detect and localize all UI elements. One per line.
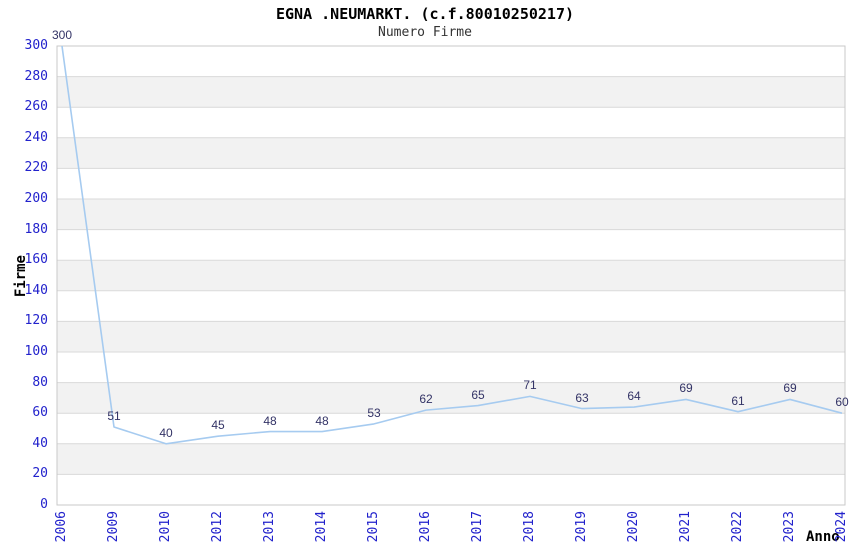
y-tick-label: 40 — [32, 435, 48, 451]
y-tick-label: 240 — [24, 129, 48, 145]
line-series — [61, 45, 843, 445]
y-tick-label: 0 — [40, 497, 48, 512]
x-axis-label: Anno — [806, 529, 840, 545]
x-tick-label: 2023 — [782, 511, 797, 543]
x-tick-label: 2022 — [730, 511, 745, 543]
y-tick-label: 120 — [24, 313, 48, 329]
x-tick-label: 2010 — [158, 511, 173, 543]
y-tick-label: 80 — [32, 374, 48, 390]
x-tick-label: 2018 — [522, 511, 537, 543]
x-tick-label: 2017 — [470, 511, 485, 543]
chart-subtitle: Numero Firme — [378, 25, 472, 40]
x-tick-label: 2014 — [314, 511, 329, 543]
data-label: 45 — [211, 418, 225, 433]
x-tick-label: 2012 — [210, 511, 225, 543]
y-tick-label: 220 — [24, 160, 48, 176]
x-tick-label: 2015 — [366, 511, 381, 543]
data-label: 48 — [315, 413, 329, 428]
data-label: 61 — [731, 393, 745, 408]
x-tick-label: 2021 — [678, 511, 693, 543]
y-tick-label: 100 — [24, 344, 48, 359]
data-label: 63 — [575, 390, 589, 405]
data-label: 64 — [627, 389, 641, 404]
y-tick-label: 200 — [24, 191, 48, 206]
data-label: 62 — [419, 392, 433, 407]
x-tick-label: 2016 — [418, 511, 433, 543]
x-tick-label: 2013 — [262, 511, 277, 543]
data-label: 60 — [835, 395, 849, 410]
data-label: 71 — [523, 378, 537, 393]
data-label: 69 — [783, 381, 797, 396]
y-tick-label: 160 — [24, 252, 48, 268]
x-tick-label: 2024 — [834, 511, 849, 543]
y-tick-label: 300 — [24, 38, 48, 53]
y-tick-label: 280 — [24, 68, 48, 84]
chart-title: EGNA .NEUMARKT. (c.f.80010250217) — [275, 5, 574, 23]
y-tick-label: 20 — [32, 466, 48, 482]
y-tick-label: 60 — [32, 405, 48, 421]
x-tick-label: 2019 — [574, 511, 589, 543]
data-label: 65 — [471, 387, 485, 402]
data-label: 300 — [51, 28, 73, 42]
y-tick-label: 260 — [24, 99, 48, 115]
data-label: 51 — [107, 408, 121, 423]
y-tick-label: 180 — [24, 221, 48, 237]
data-label: 48 — [263, 413, 277, 428]
y-tick-label: 140 — [24, 282, 48, 298]
x-tick-label: 2020 — [626, 511, 641, 543]
data-label: 53 — [367, 405, 381, 420]
data-label: 40 — [159, 425, 173, 440]
data-label: 69 — [679, 381, 693, 396]
x-tick-label: 2006 — [54, 511, 69, 543]
x-tick-label: 2009 — [106, 511, 121, 543]
